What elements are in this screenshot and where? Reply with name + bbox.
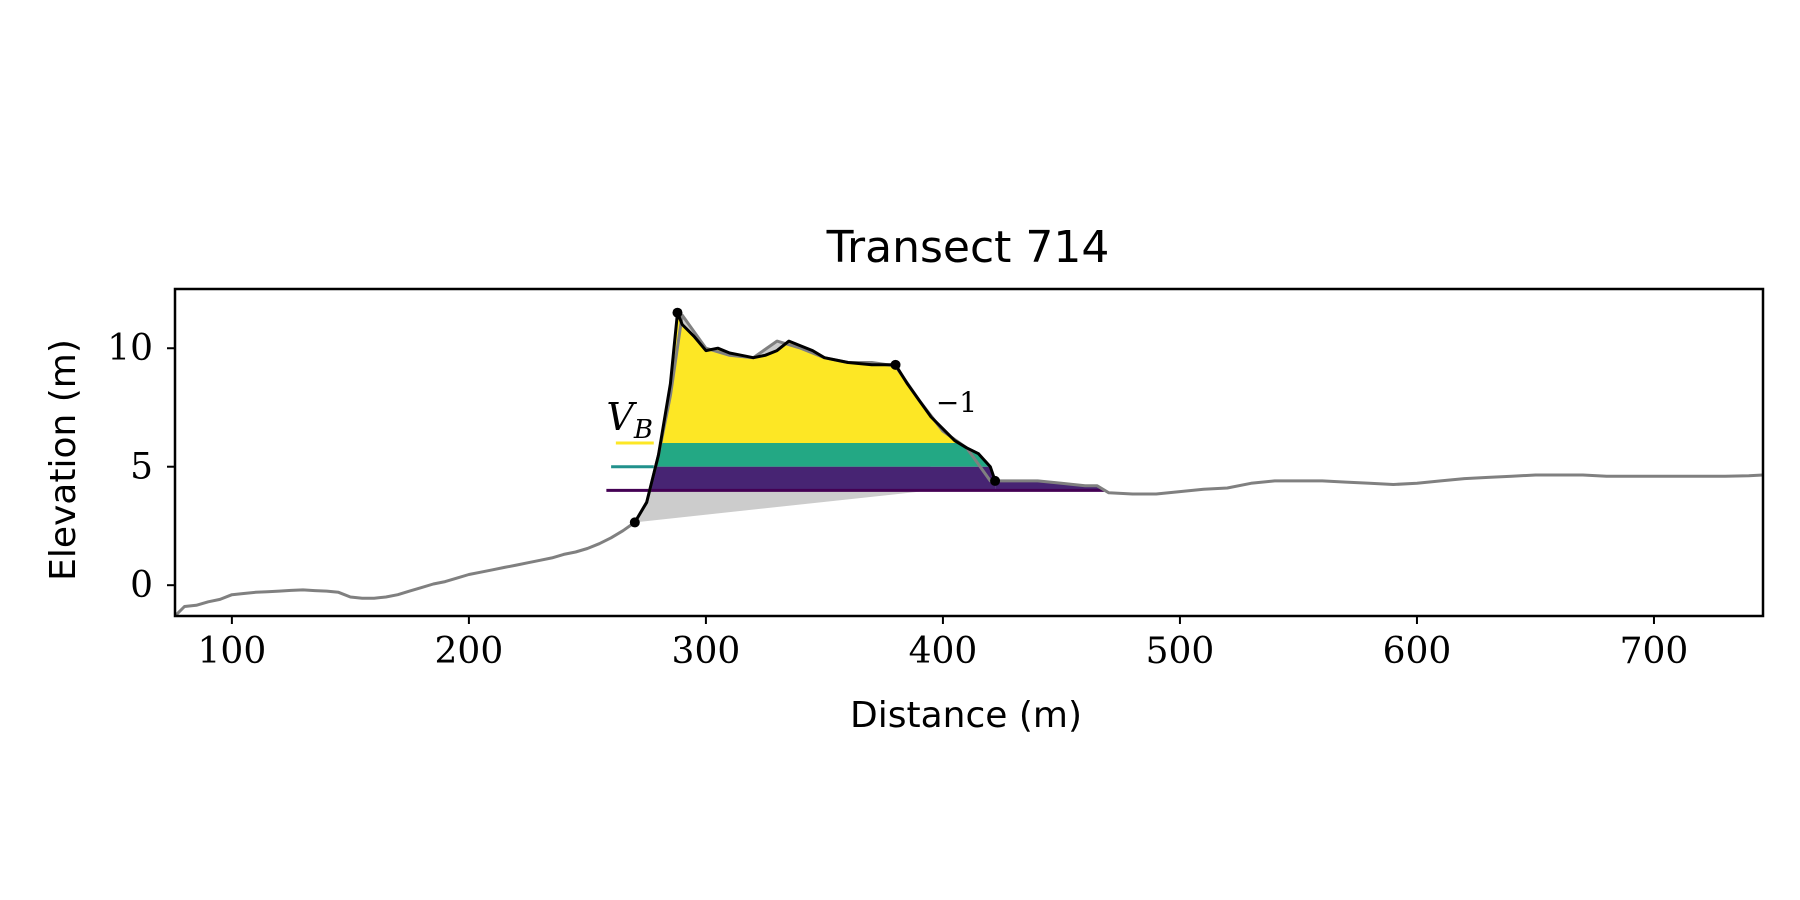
key-point	[890, 359, 901, 370]
key-point	[990, 475, 1001, 486]
y-axis-label: Elevation (m)	[43, 339, 84, 581]
vb-annotation: VB	[606, 395, 653, 445]
x-tick-label: 600	[1383, 631, 1452, 672]
middle-volume-fill	[649, 443, 996, 467]
key-point	[672, 307, 683, 318]
vb-subscript: B	[633, 415, 653, 445]
profile-line	[175, 313, 1763, 616]
y-tick-label: 0	[130, 565, 153, 606]
lower-volume-fill	[649, 466, 996, 491]
x-tick-label: 200	[435, 631, 504, 672]
upper-volume-fill	[649, 312, 996, 443]
x-tick-label: 300	[672, 631, 741, 672]
plot-area: VB −1 100 200 300 400 500 600 700 0 5 10	[107, 287, 1765, 672]
y-tick-label: 10	[107, 328, 153, 369]
x-tick-label: 100	[198, 631, 267, 672]
dune-profile-line	[633, 311, 997, 524]
y-tick-label: 5	[130, 447, 153, 488]
plot-content: VB −1	[175, 307, 1763, 616]
toe-volume-fill	[995, 480, 1105, 491]
x-axis-label: Distance (m)	[850, 695, 1082, 736]
slope-annotation: −1	[936, 386, 977, 419]
chart-title: Transect 714	[826, 222, 1110, 273]
axes-frame	[173, 287, 1765, 618]
key-point	[629, 517, 640, 528]
x-tick-label: 400	[909, 631, 978, 672]
x-tick-label: 700	[1620, 631, 1689, 672]
x-tick-label: 500	[1146, 631, 1215, 672]
